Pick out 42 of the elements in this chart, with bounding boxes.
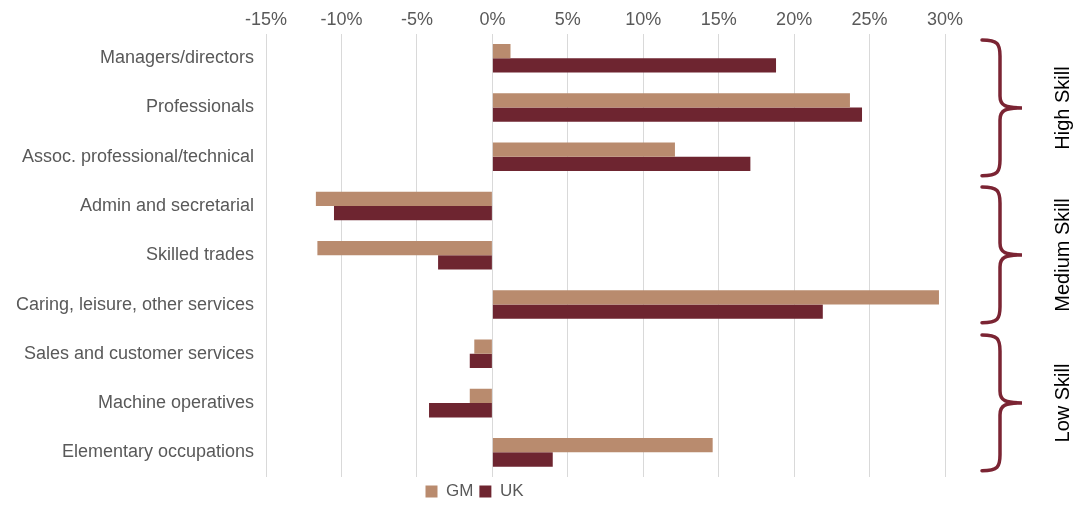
x-tick-label: -10% [320,8,363,29]
text: Medium Skill [1050,198,1074,312]
bar [469,353,492,369]
x-tick-label: 10% [625,8,662,29]
y-tick-label: Admin and secretarial [80,195,255,215]
bar [438,255,492,270]
bar [429,403,492,418]
bar [492,43,511,59]
y-tick-label: Sales and customer services [23,342,255,363]
x-tick-label: 25% [851,8,888,29]
text: Low Skill [1050,363,1074,443]
bar [469,388,492,404]
bar [492,58,777,73]
bar [492,142,675,157]
bar [492,107,863,122]
y-tick-label: Skilled trades [146,244,255,265]
x-tick-label: 0% [479,8,506,29]
bar [492,452,553,467]
bar [333,206,492,221]
y-tick-label: Elementary occupations [61,441,255,462]
text: High Skill [1050,65,1074,150]
y-tick-label: Machine operatives [98,392,255,413]
legend-label: UK [499,481,525,501]
bar [492,304,823,319]
bar [492,156,751,172]
x-tick-label: 15% [700,8,737,29]
y-tick-label: Managers/directors [100,47,255,68]
bar [315,191,492,207]
x-tick-label: 20% [776,8,813,29]
bar [317,241,492,256]
y-tick-label: Professionals [146,96,255,117]
bar [492,290,939,305]
x-tick-label: -15% [245,8,288,29]
x-tick-label: 30% [926,8,964,29]
bar [474,339,492,354]
x-tick-label: -5% [400,8,433,29]
bar [492,438,713,453]
legend-label: GM [446,481,474,501]
y-tick-label: Assoc. professional/technical [21,145,255,166]
x-tick-label: 5% [554,8,581,29]
y-tick-label: Caring, leisure, other services [15,293,255,314]
bar [492,93,850,108]
